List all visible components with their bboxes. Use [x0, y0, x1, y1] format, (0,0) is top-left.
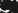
Bar [9, 5, 12, 8]
Polygon shape [6, 0, 7, 5]
Text: $R_2$: $R_2$ [0, 0, 18, 5]
Bar [5, 5, 7, 8]
Text: $2\Delta z$: $2\Delta z$ [8, 0, 18, 13]
Polygon shape [7, 6, 18, 7]
Text: $\Delta z$: $\Delta z$ [0, 0, 18, 10]
Polygon shape [6, 0, 7, 3]
Text: depth range: depth range [6, 0, 18, 13]
Polygon shape [6, 1, 7, 5]
Text: $R_1$: $R_1$ [0, 0, 18, 5]
FancyBboxPatch shape [1, 6, 2, 7]
